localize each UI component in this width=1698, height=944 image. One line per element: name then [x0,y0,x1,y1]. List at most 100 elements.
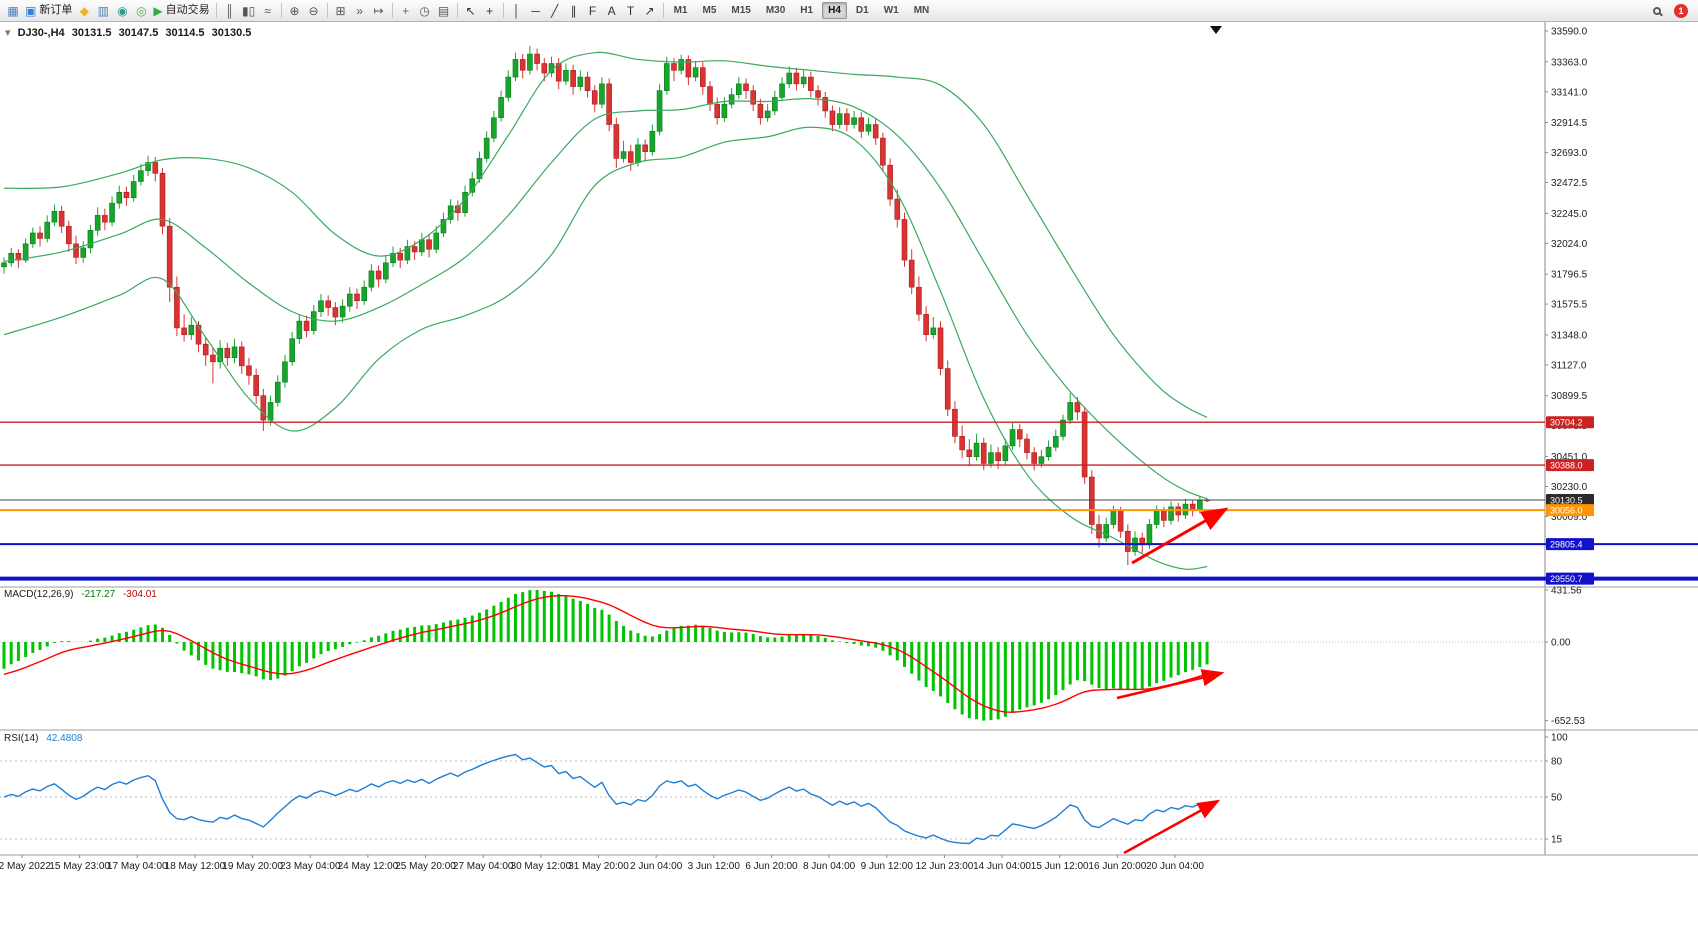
svg-text:14 Jun 04:00: 14 Jun 04:00 [973,861,1031,872]
svg-text:0.00: 0.00 [1551,638,1571,649]
symbol-dropdown-icon[interactable]: ▾ [5,27,11,39]
svg-text:31575.5: 31575.5 [1551,300,1588,311]
chart-shift-icon[interactable]: ↦ [370,2,388,20]
svg-text:2 Jun 04:00: 2 Jun 04:00 [630,861,683,872]
ohlc-close: 30130.5 [211,27,252,39]
svg-text:431.56: 431.56 [1551,586,1582,597]
timeframe-w1-button[interactable]: W1 [883,5,899,16]
fibonacci-icon[interactable]: F [584,2,602,20]
horizontal-line-objects [0,421,1698,581]
svg-text:100: 100 [1551,733,1568,744]
tile-windows-icon-glyph: ⊞ [335,3,346,18]
new-order-glyph: ▣ [25,3,37,18]
zoom-out-icon[interactable]: ⊖ [305,2,323,20]
zoom-in-icon-glyph: ⊕ [289,3,300,18]
timeframe-m5-button[interactable]: M5 [702,5,717,16]
rsi-value: 42.4808 [46,733,83,744]
svg-text:30704.2: 30704.2 [1550,418,1583,428]
svg-text:33363.0: 33363.0 [1551,57,1588,68]
price-tag-30130.5 [1546,494,1594,506]
cursor-icon[interactable]: ↖ [462,2,480,20]
bollinger-bands [3,51,1208,570]
horizontal-line-icon[interactable]: ─ [527,2,545,20]
svg-text:15 Jun 12:00: 15 Jun 12:00 [1031,861,1089,872]
chart-shift-marker[interactable] [1210,26,1222,34]
svg-text:15 May 23:00: 15 May 23:00 [49,861,110,872]
crosshair-icon[interactable]: + [481,2,499,20]
toolbar-separator [502,3,504,18]
candlestick-chart-icon[interactable]: ▮▯ [240,2,258,20]
label-icon[interactable]: T [622,2,640,20]
line-chart-icon-glyph: ≈ [264,3,271,18]
tile-windows-icon[interactable]: ⊞ [332,2,350,20]
text-icon[interactable]: A [603,2,621,20]
svg-text:32245.0: 32245.0 [1551,209,1588,220]
toolbar-separator [662,3,664,18]
timeframe-m15-button[interactable]: M15 [731,5,751,16]
timeframe-d1-button[interactable]: D1 [855,5,869,16]
data-window-icon[interactable]: ◉ [113,2,131,20]
price-axis-labels: 33590.0 33363.0 33141.0 32914.5 32693.0 32472… [1544,22,1588,855]
channel-icon[interactable]: ∥ [565,2,583,20]
new-order-button[interactable]: ▣ 新订单 [23,2,74,20]
channel-icon-glyph: ∥ [570,3,577,18]
price-trend-arrow[interactable] [1131,507,1229,565]
timeframe-m30-button[interactable]: M30 [765,5,786,16]
shapes-icon[interactable]: ↗ [641,2,659,20]
svg-text:31127.0: 31127.0 [1551,360,1587,371]
timeframe-m1-button[interactable]: M1 [673,5,688,16]
timeframe-mn-button[interactable]: MN [913,5,930,16]
toolbar-separator [215,3,217,18]
price-axis[interactable] [1545,22,1698,855]
search-button[interactable] [1648,2,1666,20]
macd-value: -217.27 [81,589,116,600]
ohlc-high: 30147.5 [118,27,159,39]
svg-text:3 Jun 12:00: 3 Jun 12:00 [688,861,741,872]
auto-scroll-icon[interactable]: » [351,2,369,20]
shapes-icon-glyph: ↗ [644,3,655,18]
trendline-icon[interactable]: ╱ [546,2,564,20]
bar-chart-icon[interactable]: ║ [221,2,239,20]
strategy-tester-icon-glyph: ◎ [136,3,147,18]
bollinger-upper-band [3,51,1208,418]
price-tag-29550.7 [1546,572,1594,585]
vertical-line-icon[interactable]: │ [508,2,526,20]
chart-canvas[interactable]: 33590.0 33363.0 33141.0 32914.5 32693.0 32472… [0,22,1698,944]
indicators-icon-glyph: + [402,3,410,18]
svg-text:30056.0: 30056.0 [1550,506,1583,516]
macd-trend-arrow[interactable] [1116,669,1225,700]
notifications-badge[interactable]: 1 [1674,3,1688,18]
timeframe-h4-button[interactable]: H4 [822,2,847,19]
svg-text:30899.5: 30899.5 [1551,391,1588,402]
data-window-icon-glyph: ◉ [117,3,128,18]
market-watch-icon[interactable]: ▥ [94,2,112,20]
zoom-in-icon[interactable]: ⊕ [286,2,304,20]
svg-text:32024.0: 32024.0 [1551,239,1588,250]
templates-icon[interactable]: ▤ [435,2,453,20]
periods-icon[interactable]: ◷ [416,2,434,20]
toolbar-buttons-group: ▦ ▣ 新订单 ◆ ▥ ◉ ◎ ▶ 自动交易 ║ ▮▯ ≈ ⊕ ⊖ ⊞ » ↦ + ◷ ▤ ↖ + │ ─ ╱ ∥ F A T ↗ [4,2,667,20]
templates-icon-glyph: ▤ [437,3,450,18]
bar-chart-icon-glyph: ║ [225,3,234,18]
timeframe-h1-button[interactable]: H1 [800,5,814,16]
mql-community-icon[interactable]: ◆ [75,2,93,20]
svg-text:9 Jun 12:00: 9 Jun 12:00 [861,861,914,872]
rsi-name: RSI(14) [4,733,39,744]
svg-text:30451.0: 30451.0 [1551,452,1588,463]
strategy-tester-icon[interactable]: ◎ [132,2,150,20]
toolbar-separator [280,3,282,18]
auto-trading-button[interactable]: ▶ 自动交易 [151,2,211,20]
mql-community-icon-glyph: ◆ [79,3,89,18]
indicators-icon[interactable]: + [397,2,415,20]
chart-window-icon[interactable]: ▦ [4,2,22,20]
line-chart-icon[interactable]: ≈ [259,2,277,20]
candles [1,45,1210,566]
fibonacci-icon-glyph: F [588,3,597,18]
auto-scroll-icon-glyph: » [356,3,363,18]
rsi-trend-arrow[interactable] [1123,799,1221,855]
rsi-line [3,753,1208,845]
svg-text:23 May 04:00: 23 May 04:00 [280,861,341,872]
svg-text:18 May 12:00: 18 May 12:00 [165,861,226,872]
svg-text:25 May 20:00: 25 May 20:00 [395,861,456,872]
